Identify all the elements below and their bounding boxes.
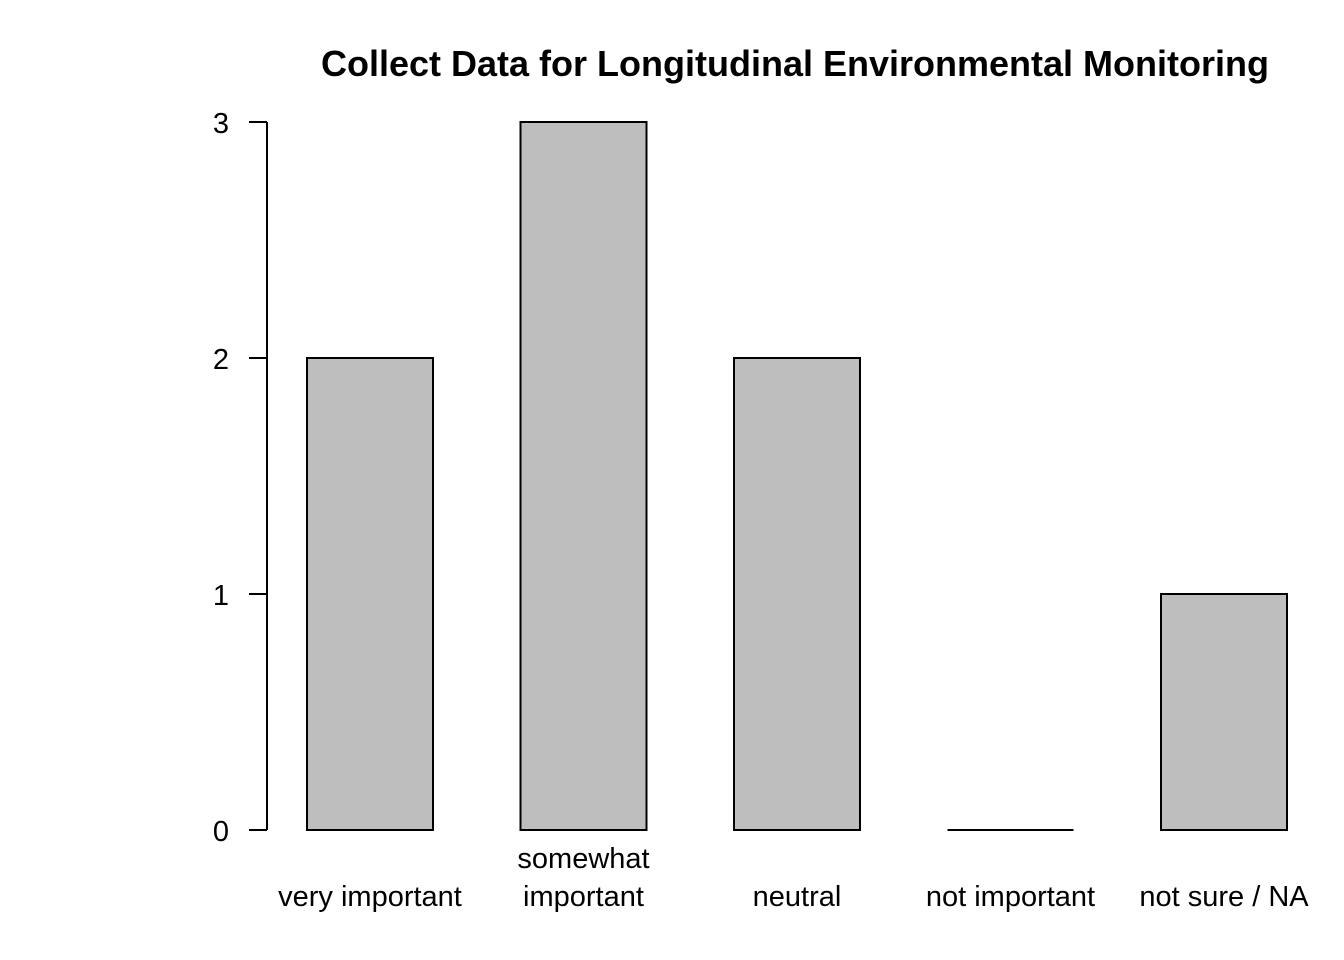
bar [733, 357, 861, 831]
chart-title: Collect Data for Longitudinal Environmen… [321, 43, 1269, 84]
y-tick-label: 3 [213, 108, 229, 140]
bar [519, 121, 648, 831]
bar [1160, 593, 1288, 831]
x-category-label: very important [278, 881, 462, 913]
x-axis-labels: very important somewhat important neutral no… [278, 843, 1309, 913]
x-category-label: not important [926, 881, 1095, 913]
y-tick-label: 1 [213, 580, 229, 612]
x-category-label: neutral [753, 881, 842, 913]
y-axis: 0 1 2 3 [213, 108, 268, 848]
y-tick-label: 2 [213, 344, 229, 376]
x-category-label: not sure / NA [1139, 881, 1309, 913]
x-category-label: important [523, 881, 644, 913]
bar [306, 357, 434, 831]
x-category-label: somewhat [517, 843, 649, 875]
y-tick-label: 0 [213, 816, 229, 848]
bars-group [306, 121, 1288, 831]
